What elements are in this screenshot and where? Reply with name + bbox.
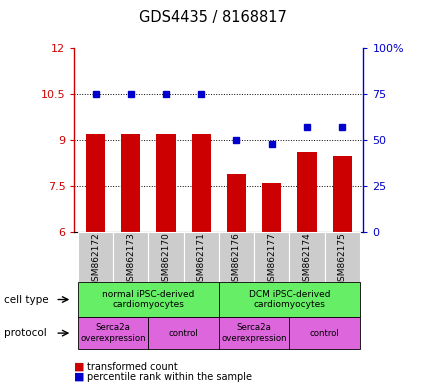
Text: normal iPSC-derived
cardiomyocytes: normal iPSC-derived cardiomyocytes (102, 290, 195, 309)
FancyBboxPatch shape (113, 232, 148, 282)
Text: ■: ■ (74, 372, 85, 382)
FancyBboxPatch shape (289, 232, 325, 282)
FancyBboxPatch shape (148, 317, 219, 349)
Bar (227, 174, 246, 232)
FancyBboxPatch shape (219, 232, 254, 282)
Text: Serca2a
overexpression: Serca2a overexpression (221, 323, 287, 343)
FancyBboxPatch shape (254, 232, 289, 282)
FancyBboxPatch shape (78, 232, 113, 282)
Bar (262, 183, 281, 232)
Text: DCM iPSC-derived
cardiomyocytes: DCM iPSC-derived cardiomyocytes (249, 290, 330, 309)
Text: percentile rank within the sample: percentile rank within the sample (87, 372, 252, 382)
Text: GSM862177: GSM862177 (267, 232, 276, 287)
Text: GDS4435 / 8168817: GDS4435 / 8168817 (139, 10, 286, 25)
FancyBboxPatch shape (219, 282, 360, 317)
Text: GSM862176: GSM862176 (232, 232, 241, 287)
FancyBboxPatch shape (289, 317, 360, 349)
Text: transformed count: transformed count (87, 362, 178, 372)
FancyBboxPatch shape (219, 317, 289, 349)
Bar (121, 134, 140, 232)
Text: GSM862173: GSM862173 (126, 232, 135, 287)
Text: GSM862174: GSM862174 (303, 232, 312, 287)
FancyBboxPatch shape (184, 232, 219, 282)
Text: control: control (169, 329, 198, 338)
Text: cell type: cell type (4, 295, 49, 305)
FancyBboxPatch shape (325, 232, 360, 282)
FancyBboxPatch shape (78, 282, 219, 317)
Text: GSM862175: GSM862175 (338, 232, 347, 287)
Text: GSM862171: GSM862171 (197, 232, 206, 287)
Text: Serca2a
overexpression: Serca2a overexpression (80, 323, 146, 343)
FancyBboxPatch shape (78, 317, 148, 349)
FancyBboxPatch shape (148, 232, 184, 282)
Text: GSM862170: GSM862170 (162, 232, 170, 287)
Text: control: control (310, 329, 340, 338)
Bar (298, 152, 317, 232)
Bar (86, 134, 105, 232)
Bar (192, 134, 211, 232)
Bar (332, 156, 352, 232)
Text: ■: ■ (74, 362, 85, 372)
Bar (156, 134, 176, 232)
Text: protocol: protocol (4, 328, 47, 338)
Text: GSM862172: GSM862172 (91, 232, 100, 287)
